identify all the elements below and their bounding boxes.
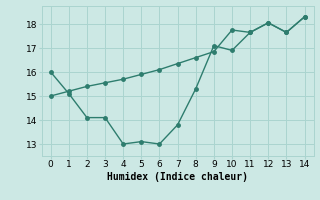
X-axis label: Humidex (Indice chaleur): Humidex (Indice chaleur)	[107, 172, 248, 182]
